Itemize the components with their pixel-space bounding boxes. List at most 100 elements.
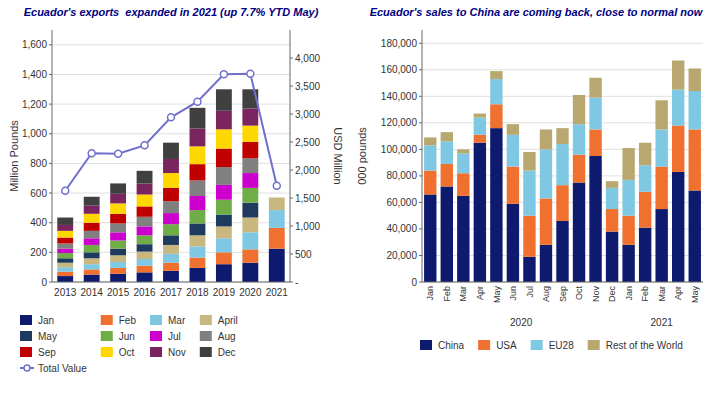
bar: [57, 253, 73, 258]
legend-swatch: [420, 340, 432, 350]
legend-marker: [24, 365, 30, 371]
bar: [655, 167, 667, 209]
bar: [639, 143, 651, 166]
legend-swatch: [200, 331, 212, 341]
legend-label: Jul: [168, 331, 181, 342]
legend-label: Jun: [119, 331, 135, 342]
y2-tick-label: 3,000: [295, 109, 320, 120]
bar: [507, 167, 519, 204]
grid-line: [422, 96, 703, 97]
bar: [137, 217, 153, 227]
bar: [269, 197, 285, 198]
bar: [84, 231, 100, 238]
bar: [163, 159, 179, 173]
legend-label: China: [438, 340, 465, 351]
bar: [190, 108, 206, 129]
grid-line: [52, 44, 290, 45]
bar: [84, 258, 100, 264]
legend-item: Mar: [150, 315, 186, 326]
bar: [163, 173, 179, 188]
x-tick-label: Apr: [673, 286, 683, 300]
x-tick-label: Jan: [624, 286, 634, 301]
line-marker: [62, 187, 69, 194]
y-tick-label: 100,000: [381, 144, 418, 155]
legend-swatch: [200, 347, 212, 357]
bar: [84, 214, 100, 223]
bar: [457, 196, 469, 282]
legend-swatch: [20, 347, 32, 357]
y-axis-line: [422, 30, 423, 282]
bar: [163, 213, 179, 224]
bar: [269, 197, 285, 198]
bar: [57, 238, 73, 244]
bar: [190, 129, 206, 147]
y2-axis-line: [290, 30, 291, 282]
bar: [523, 216, 535, 257]
bar: [689, 190, 701, 282]
bar: [163, 201, 179, 213]
bar: [622, 148, 634, 180]
bar: [242, 126, 258, 142]
bar: [507, 135, 519, 167]
bar: [441, 132, 453, 141]
x-tick-label: Mar: [657, 286, 667, 302]
bar: [216, 111, 232, 130]
legend-swatch: [531, 340, 543, 350]
legend-swatch: [101, 331, 113, 341]
line-marker: [115, 150, 122, 157]
y2-tick-label: -: [295, 277, 298, 288]
bar: [216, 226, 232, 238]
bar: [655, 100, 667, 129]
bar: [523, 257, 535, 282]
bar: [269, 197, 285, 198]
legend-swatch: [101, 315, 113, 325]
legend-label: Rest of the World: [606, 340, 683, 351]
bar: [110, 249, 126, 256]
bar: [269, 210, 285, 228]
bar: [137, 235, 153, 244]
bar: [441, 141, 453, 164]
x-tick-label: Apr: [475, 286, 485, 300]
bar: [269, 197, 285, 198]
bar: [556, 221, 568, 282]
bar: [110, 214, 126, 224]
bar: [242, 249, 258, 262]
x-tick-label: May: [690, 286, 700, 304]
bar: [474, 135, 486, 143]
y-tick-label: 120,000: [381, 117, 418, 128]
bar: [490, 128, 502, 282]
bar: [441, 164, 453, 187]
bar: [57, 231, 73, 238]
bar: [57, 243, 73, 248]
bar: [269, 197, 285, 198]
x-axis-line: [52, 282, 290, 283]
x-tick-label: 2013: [54, 287, 77, 298]
bar: [110, 183, 126, 193]
bar: [424, 137, 436, 145]
bar: [655, 209, 667, 282]
y-tick-label: 0: [41, 277, 47, 288]
bar: [84, 275, 100, 282]
legend-label: Total Value: [38, 363, 87, 374]
legend-swatch: [20, 315, 32, 325]
bar: [137, 259, 153, 266]
bar: [110, 240, 126, 248]
bar: [573, 183, 585, 282]
bar: [84, 264, 100, 269]
bar: [424, 194, 436, 282]
legend-label: Jan: [38, 315, 54, 326]
legend-label: EU28: [549, 340, 574, 351]
x-tick-label: 2014: [81, 287, 104, 298]
bar: [163, 235, 179, 245]
bar: [190, 235, 206, 246]
bar: [606, 209, 618, 232]
bar: [474, 118, 486, 135]
bar: [163, 224, 179, 235]
line-marker: [168, 114, 175, 121]
bar: [689, 129, 701, 190]
bar: [269, 197, 285, 198]
bar: [606, 232, 618, 282]
y-tick-label: 1,000: [22, 128, 47, 139]
legend-item: Rest of the World: [588, 340, 683, 351]
y-tick-label: 800: [30, 158, 47, 169]
